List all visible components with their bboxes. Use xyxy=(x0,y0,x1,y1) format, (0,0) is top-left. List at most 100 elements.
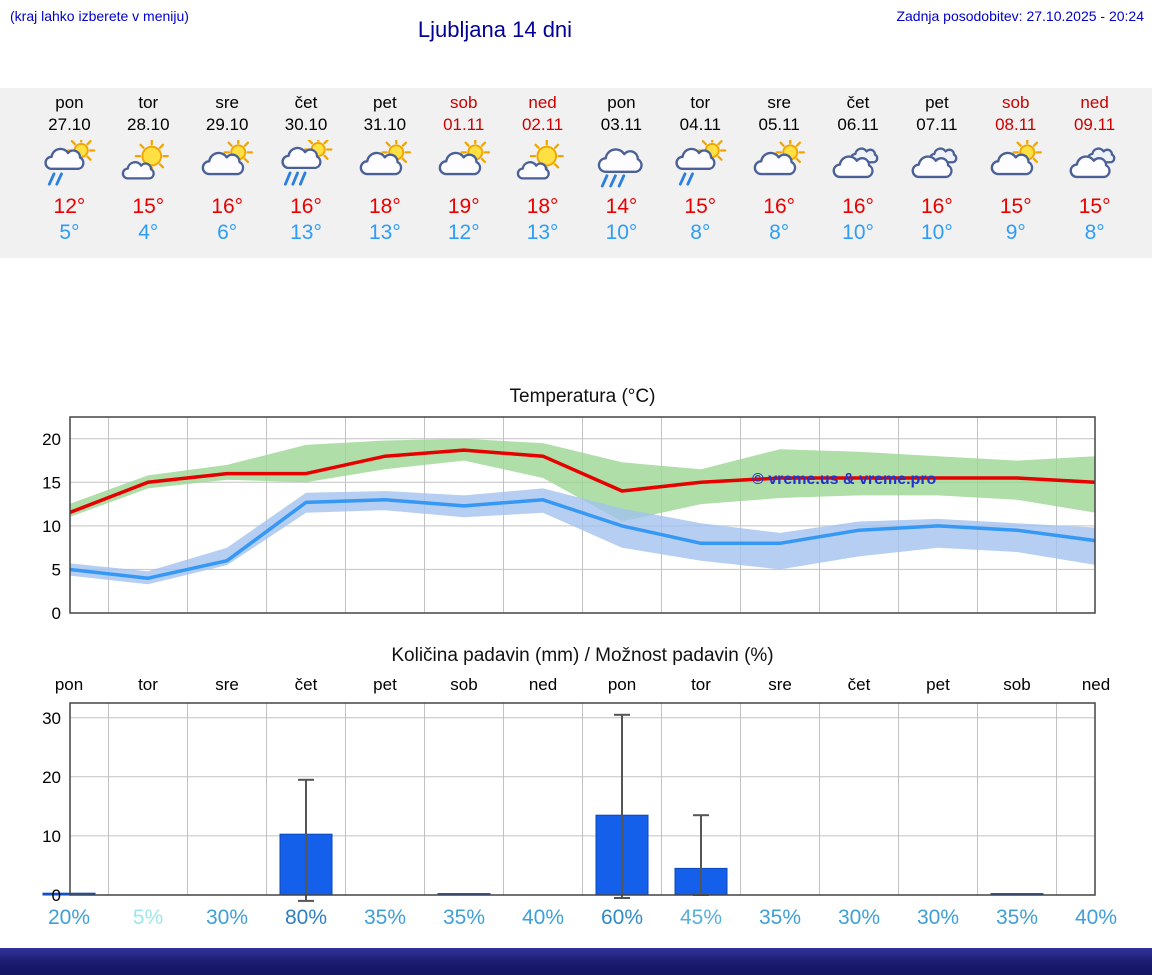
svg-text:20: 20 xyxy=(42,430,61,449)
shower-sun-icon xyxy=(30,136,109,194)
day-column-03.11[interactable]: pon 03.11 14° 10° xyxy=(582,92,661,258)
day-date: 07.11 xyxy=(916,115,958,134)
svg-text:0: 0 xyxy=(52,886,61,905)
precip-day-label: tor xyxy=(138,675,158,694)
precip-day-label: tor xyxy=(691,675,711,694)
partly-cloudy-icon xyxy=(740,136,819,194)
day-column-04.11[interactable]: tor 04.11 15° 8° xyxy=(661,92,740,258)
precip-probability: 30% xyxy=(917,906,959,929)
svg-text:10: 10 xyxy=(42,827,61,846)
series-min-line xyxy=(70,498,1095,580)
menu-hint[interactable]: (kraj lahko izberete v meniju) xyxy=(10,8,189,24)
partly-cloudy-icon xyxy=(188,136,267,194)
temp-min: 13° xyxy=(368,221,401,244)
svg-text:30: 30 xyxy=(42,709,61,728)
day-column-01.11[interactable]: sob 01.11 19° 12° xyxy=(424,92,503,258)
precip-probability: 35% xyxy=(996,906,1038,929)
shower-sun-icon xyxy=(661,136,740,194)
precip-day-label: pet xyxy=(373,675,397,694)
precip-day-label: čet xyxy=(295,675,318,694)
day-column-27.10[interactable]: pon 27.10 12° 5° xyxy=(30,92,109,258)
day-column-30.10[interactable]: čet 30.10 16° 13° xyxy=(267,92,346,258)
day-name: čet xyxy=(846,93,870,112)
series-max-line xyxy=(70,448,1095,515)
precip-day-label: sre xyxy=(768,675,792,694)
temperature-chart: © vreme.us & vreme.pro 0 5 10 15 20 xyxy=(0,410,1152,623)
day-column-07.11[interactable]: pet 07.11 16° 10° xyxy=(897,92,976,258)
svg-text:0: 0 xyxy=(52,604,61,620)
day-name: tor xyxy=(138,93,159,112)
temperature-chart-svg: © vreme.us & vreme.pro 0 5 10 15 20 xyxy=(42,416,1096,623)
precip-day-label: ned xyxy=(1082,675,1110,694)
forecast-day-strip: pon 27.10 12° 5° tor 28.10 15° 4° sre 29.10 16° 6° č… xyxy=(0,88,1152,258)
day-name: ned xyxy=(1080,93,1109,112)
day-date: 02.11 xyxy=(521,115,564,134)
day-date: 08.11 xyxy=(995,115,1037,134)
temp-min: 12° xyxy=(447,221,480,244)
last-updated: Zadnja posodobitev: 27.10.2025 - 20:24 xyxy=(896,8,1144,24)
temp-max: 15° xyxy=(1078,195,1111,218)
temp-max: 15° xyxy=(132,195,165,218)
day-column-28.10[interactable]: tor 28.10 15° 4° xyxy=(109,92,188,258)
day-name: sob xyxy=(450,93,478,112)
temp-max: 18° xyxy=(368,195,401,218)
temp-max: 16° xyxy=(211,195,244,218)
rain-sun-icon xyxy=(267,135,346,194)
cloudy-icon xyxy=(1055,136,1134,194)
page-title: Ljubljana 14 dni xyxy=(417,17,573,42)
cloudy-icon xyxy=(897,136,976,194)
day-column-02.11[interactable]: ned 02.11 18° 13° xyxy=(503,92,582,258)
watermark: © vreme.us & vreme.pro xyxy=(752,471,937,488)
precip-day-label: pet xyxy=(926,675,950,694)
day-date: 29.10 xyxy=(205,115,249,134)
day-column-06.11[interactable]: čet 06.11 16° 10° xyxy=(819,92,898,258)
day-name: sre xyxy=(767,93,791,112)
precip-bar xyxy=(42,892,96,896)
footer-bar xyxy=(0,948,1152,975)
day-date: 05.11 xyxy=(758,115,800,134)
precip-probability: 40% xyxy=(1075,906,1117,929)
day-date: 04.11 xyxy=(679,115,721,134)
precip-day-label: čet xyxy=(848,675,871,694)
temperature-chart-title: Temperatura (°C) xyxy=(509,386,656,407)
temp-min: 13° xyxy=(526,221,559,244)
day-date: 27.10 xyxy=(48,115,91,134)
day-date: 06.11 xyxy=(837,115,879,134)
day-name: pon xyxy=(607,93,636,112)
precip-day-label: pon xyxy=(55,675,83,694)
temp-max: 16° xyxy=(763,195,796,218)
temp-max: 16° xyxy=(290,195,322,218)
day-column-29.10[interactable]: sre 29.10 16° 6° xyxy=(188,92,267,258)
precip-day-label: sre xyxy=(215,675,239,694)
precip-probability: 60% xyxy=(601,906,643,929)
temp-min: 4° xyxy=(138,221,159,244)
day-column-05.11[interactable]: sre 05.11 16° 8° xyxy=(740,92,819,258)
svg-text:10: 10 xyxy=(42,517,61,536)
day-column-09.11[interactable]: ned 09.11 15° 8° xyxy=(1055,92,1134,258)
rain-icon xyxy=(582,136,661,194)
precip-day-label: sob xyxy=(1003,675,1030,694)
day-date: 31.10 xyxy=(363,115,407,134)
partly-cloudy-icon xyxy=(345,136,424,194)
temp-max: 14° xyxy=(605,195,638,218)
svg-text:15: 15 xyxy=(42,473,61,492)
precip-probability: 35% xyxy=(364,906,406,929)
partly-cloudy-icon xyxy=(976,136,1055,194)
day-name: pon xyxy=(55,93,84,112)
precip-probability: 40% xyxy=(522,906,564,929)
temp-max: 19° xyxy=(447,195,480,218)
band-min-range xyxy=(70,488,1095,585)
day-date: 01.11 xyxy=(443,115,485,134)
precip-chart: pon tor sre čet pet sob ned pon tor sre čet pet sob n… xyxy=(0,672,1152,932)
precip-probability: 30% xyxy=(838,906,880,929)
precip-error-bar xyxy=(614,713,630,899)
day-column-31.10[interactable]: pet 31.10 18° 13° xyxy=(345,92,424,258)
temp-max: 15° xyxy=(684,195,717,218)
day-column-08.11[interactable]: sob 08.11 15° 9° xyxy=(976,92,1055,258)
temp-min: 6° xyxy=(217,221,238,244)
partly-sunny-icon xyxy=(109,136,188,194)
temp-min: 9° xyxy=(1005,221,1026,244)
day-date: 03.11 xyxy=(600,115,643,134)
temp-min: 10° xyxy=(921,221,953,244)
day-date: 30.10 xyxy=(284,115,328,134)
